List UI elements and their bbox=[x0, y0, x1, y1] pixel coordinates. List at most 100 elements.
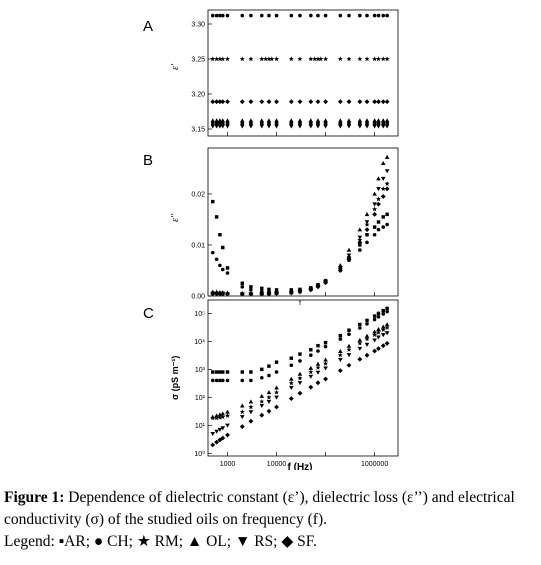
panel-c-xtick-label: 1000000 bbox=[361, 461, 388, 468]
panel-c-ytick-label: 10⁵ bbox=[194, 311, 205, 318]
panel-b-point-rm bbox=[357, 237, 363, 242]
panel-a-point-ol bbox=[384, 118, 390, 123]
panel-a-point-rm bbox=[214, 56, 220, 62]
panel-b-point-ch bbox=[372, 232, 377, 237]
panel-b-point-sf bbox=[266, 291, 272, 297]
panel-a-point-ch bbox=[267, 13, 271, 18]
panel-a-point-sf bbox=[380, 99, 386, 105]
panel-b-point-ol bbox=[346, 247, 352, 252]
panel-a-point-ar bbox=[316, 121, 320, 126]
panel-b-point-sf bbox=[297, 289, 303, 295]
panel-b-point-ar bbox=[211, 199, 215, 204]
panel-a-point-sf bbox=[376, 99, 381, 105]
panel-a-point-rs bbox=[297, 124, 303, 129]
caption-legend-ch: ● CH; bbox=[93, 533, 133, 550]
panel-c-point-rm bbox=[239, 409, 245, 415]
panel-c-point-ol bbox=[239, 403, 245, 408]
panel-c-point-ar bbox=[372, 314, 377, 318]
panel-a-point-ar bbox=[214, 121, 219, 126]
panel-a-point-rm bbox=[384, 56, 390, 62]
panel-b-point-ar bbox=[274, 288, 279, 292]
panel-a-point-sf bbox=[297, 99, 303, 105]
panel-a-point-sf bbox=[210, 99, 216, 105]
panel-c-point-ch bbox=[249, 378, 253, 383]
panel-c-point-ar bbox=[225, 370, 230, 374]
panel-b-point-sf bbox=[384, 186, 390, 192]
panel-a-point-rm bbox=[372, 56, 378, 62]
panel-c-point-sf bbox=[323, 376, 328, 382]
panel-a-point-ch bbox=[365, 13, 369, 18]
panel-b-point-sf bbox=[259, 291, 265, 297]
panel-a-point-ol bbox=[357, 118, 363, 123]
panel-a-point-ch bbox=[274, 13, 279, 18]
panel-c-point-ch bbox=[385, 309, 389, 314]
panel-a-point-ar bbox=[309, 121, 313, 126]
panel-a-point-ol bbox=[259, 118, 265, 123]
panel-c-point-sf bbox=[259, 412, 265, 418]
caption-text: Dependence of dielectric constant (ε’), … bbox=[4, 489, 515, 528]
panel-c-point-ch bbox=[259, 375, 264, 380]
panel-c-point-ol bbox=[266, 390, 272, 395]
panel-c-point-ar bbox=[381, 308, 385, 313]
panel-b-point-ol bbox=[376, 176, 381, 181]
panel-a-point-ar bbox=[240, 121, 244, 126]
panel-a-point-ar bbox=[338, 121, 343, 126]
panel-a-point-sf bbox=[372, 99, 378, 105]
panel-a-point-rs bbox=[357, 124, 363, 129]
panel-c-point-rm bbox=[214, 415, 220, 421]
panel-a-point-ch bbox=[225, 13, 230, 18]
panel-a-point-ol bbox=[308, 118, 314, 123]
panel-c-ytick-label: 10¹ bbox=[195, 423, 206, 430]
panel-c-point-rm bbox=[384, 324, 390, 330]
panel-c-point-ar bbox=[358, 322, 362, 327]
panel-b-point-ar bbox=[381, 215, 385, 219]
panel-a-point-ar bbox=[298, 121, 302, 126]
panel-a-point-ar bbox=[249, 121, 253, 126]
panel-b-label: B bbox=[143, 152, 153, 169]
panel-c-xlabel: f (Hz) bbox=[288, 462, 313, 470]
panel-a-point-rm bbox=[263, 56, 269, 62]
panel-c-point-ol bbox=[338, 349, 343, 354]
figure-caption: Figure 1: Dependence of dielectric const… bbox=[4, 487, 538, 553]
panel-a-point-rm bbox=[266, 56, 272, 62]
panel-a-point-ol bbox=[248, 118, 254, 123]
panel-b-point-ar bbox=[218, 233, 222, 237]
panel-c-point-ol bbox=[315, 361, 321, 366]
panel-b-point-sf bbox=[364, 227, 370, 233]
panel-c-point-rs bbox=[214, 429, 219, 434]
panel-a-point-sf bbox=[259, 99, 265, 105]
caption-legend-rm: ★ RM; bbox=[136, 533, 184, 550]
panel-c-point-ol bbox=[364, 333, 370, 338]
panel-a-point-rs bbox=[266, 124, 272, 129]
panel-c-point-ar bbox=[289, 356, 294, 360]
panel-c-point-ol bbox=[323, 357, 328, 362]
panel-a-point-ch bbox=[289, 13, 294, 18]
panel-c-point-sf bbox=[248, 418, 254, 424]
panel-b-point-ch bbox=[249, 288, 253, 292]
panel-b-point-ar bbox=[358, 243, 362, 247]
panel-a-point-sf bbox=[323, 99, 328, 105]
panel-a-point-ol bbox=[289, 118, 294, 123]
panel-c-point-rs bbox=[372, 338, 377, 343]
panel-a-point-sf bbox=[337, 99, 343, 105]
panel-c-point-rs bbox=[346, 353, 352, 358]
panel-a-point-ar bbox=[347, 121, 351, 126]
panel-c-point-sf bbox=[214, 439, 220, 445]
panel-c-point-ch bbox=[358, 326, 362, 330]
panel-a-point-ol bbox=[297, 118, 303, 123]
panel-c-point-ar bbox=[376, 311, 381, 316]
panel-a-point-ar bbox=[358, 121, 362, 126]
panel-a-point-ol bbox=[214, 118, 219, 123]
panel-c-point-sf bbox=[315, 380, 321, 386]
panel-c-xtick-label: 10000 bbox=[267, 461, 287, 468]
panel-a-point-ch bbox=[218, 13, 222, 18]
panel-b-point-sf bbox=[220, 291, 226, 297]
panel-a-point-ar bbox=[260, 121, 264, 126]
panel-a-point-ch bbox=[220, 13, 225, 18]
panel-a-point-ch bbox=[214, 13, 219, 18]
panel-c-point-rm bbox=[364, 336, 370, 342]
panel-b-point-ch bbox=[210, 250, 215, 255]
panel-a-point-ol bbox=[372, 118, 377, 123]
panel-c-point-rs bbox=[239, 415, 245, 420]
panel-b-ytick-label: 0.01 bbox=[191, 242, 205, 249]
